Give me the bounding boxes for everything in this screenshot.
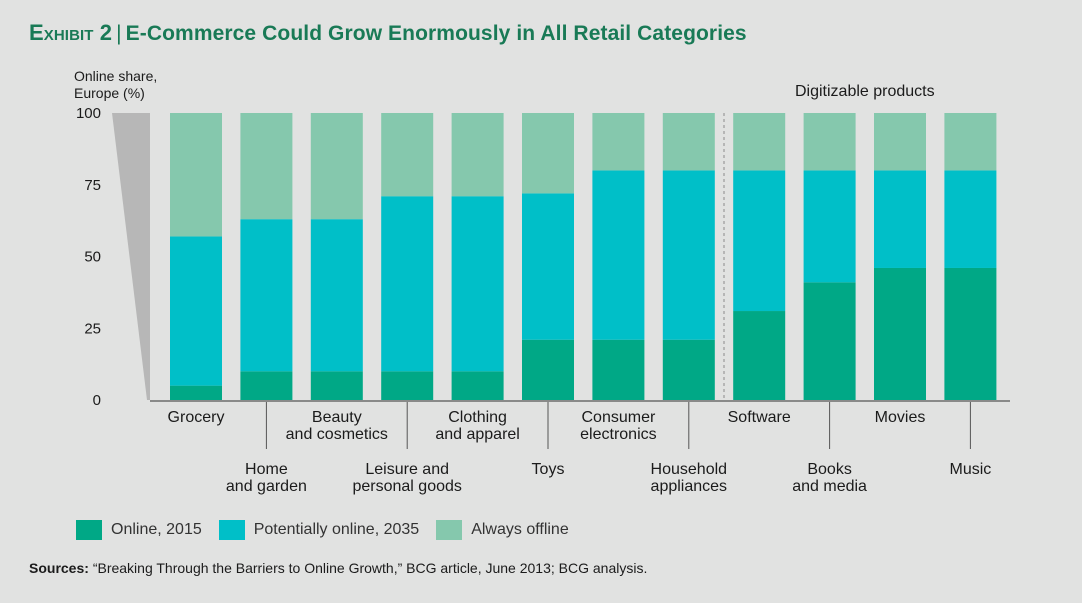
y-axis-label: Online share, Europe (%)	[74, 68, 157, 102]
bar-segment-online-2015	[803, 282, 856, 400]
category-label: personal goods	[352, 478, 461, 495]
bar-segment-online-2015	[451, 371, 504, 400]
bar-segment-potentially-online	[451, 196, 504, 372]
category-label: appliances	[651, 478, 728, 495]
sources-note: Sources: “Breaking Through the Barriers …	[29, 560, 647, 576]
sources-label: Sources:	[29, 560, 89, 576]
title-text: E-Commerce Could Grow Enormously in All …	[125, 22, 747, 45]
bar-segment-potentially-online	[240, 219, 293, 372]
legend-label-potentially-online: Potentially online, 2035	[253, 521, 420, 538]
category-label: Clothing	[448, 409, 507, 426]
bar-segment-potentially-online	[803, 170, 856, 283]
bar-segment-always-offline	[310, 113, 363, 220]
y-tick-label: 75	[84, 177, 101, 194]
bar-segment-always-offline	[451, 113, 504, 197]
bar-segment-always-offline	[733, 113, 786, 171]
bar-segment-always-offline	[522, 113, 574, 194]
title-separator: |	[116, 22, 122, 45]
bar-segment-potentially-online	[662, 170, 715, 340]
sources-text: “Breaking Through the Barriers to Online…	[92, 560, 648, 576]
bar-segment-online-2015	[592, 339, 645, 400]
bar-segment-potentially-online	[170, 236, 222, 386]
bar-segment-online-2015	[240, 371, 293, 400]
bar-segment-potentially-online	[733, 170, 786, 312]
bar-segment-potentially-online	[874, 170, 926, 268]
bar-segment-online-2015	[662, 339, 715, 400]
legend-label-always-offline: Always offline	[471, 521, 569, 538]
category-label: Grocery	[168, 409, 225, 426]
legend-item-always-offline: Always offline	[436, 520, 569, 540]
bar-segment-potentially-online	[310, 219, 363, 372]
bar-segment-online-2015	[170, 385, 222, 400]
legend-item-online-2015: Online, 2015	[76, 520, 202, 540]
bar-segment-online-2015	[944, 267, 997, 400]
bar-segment-always-offline	[381, 113, 434, 197]
bar-segment-always-offline	[170, 113, 222, 237]
category-label: electronics	[580, 426, 656, 443]
group-label-digitizable: Digitizable products	[795, 83, 935, 100]
category-label: Beauty	[312, 409, 362, 426]
bar-segment-online-2015	[874, 267, 926, 400]
legend: Online, 2015 Potentially online, 2035 Al…	[76, 520, 586, 540]
category-label: Movies	[875, 409, 926, 426]
bar-segment-always-offline	[803, 113, 856, 171]
bar-segment-potentially-online	[944, 170, 997, 268]
category-label: Music	[950, 461, 992, 478]
bar-segment-always-offline	[944, 113, 997, 171]
y-axis-label-line: Europe (%)	[74, 85, 145, 101]
y-tick-label: 100	[76, 105, 101, 122]
y-axis-label-line: Online share,	[74, 68, 158, 84]
legend-swatch-always-offline	[436, 520, 463, 540]
bar-segment-online-2015	[522, 339, 574, 400]
exhibit-number: Exhibit 2	[29, 20, 113, 45]
category-label: Leisure and	[365, 461, 449, 478]
bar-segment-always-offline	[874, 113, 926, 171]
bar-segment-online-2015	[381, 371, 434, 400]
y-tick-label: 50	[84, 249, 101, 266]
y-tick-label: 0	[93, 392, 101, 409]
bar-segment-always-offline	[592, 113, 645, 171]
legend-label-online-2015: Online, 2015	[111, 521, 202, 538]
legend-item-potentially-online: Potentially online, 2035	[218, 520, 420, 540]
category-label: Software	[728, 409, 791, 426]
category-label: Household	[651, 461, 728, 478]
category-label: and apparel	[435, 426, 520, 443]
category-label: Books	[807, 461, 851, 478]
category-label: Toys	[532, 461, 565, 478]
chart-title: Exhibit 2 | E-Commerce Could Grow Enormous…	[29, 20, 747, 46]
category-label: and garden	[226, 478, 307, 495]
category-label: Consumer	[581, 409, 655, 426]
bar-segment-online-2015	[733, 311, 786, 400]
legend-swatch-online-2015	[76, 520, 102, 540]
legend-swatch-potentially-online	[218, 520, 245, 540]
bar-segment-online-2015	[310, 371, 363, 400]
category-label: Home	[245, 461, 288, 478]
category-label: and cosmetics	[286, 426, 388, 443]
y-tick-label: 25	[84, 320, 101, 337]
bar-segment-always-offline	[240, 113, 293, 220]
bar-segment-potentially-online	[522, 193, 574, 340]
bar-segment-always-offline	[662, 113, 715, 171]
axis-wedge	[112, 113, 150, 400]
bar-segment-potentially-online	[592, 170, 645, 340]
bar-segment-potentially-online	[381, 196, 434, 372]
category-label: and media	[792, 478, 867, 495]
